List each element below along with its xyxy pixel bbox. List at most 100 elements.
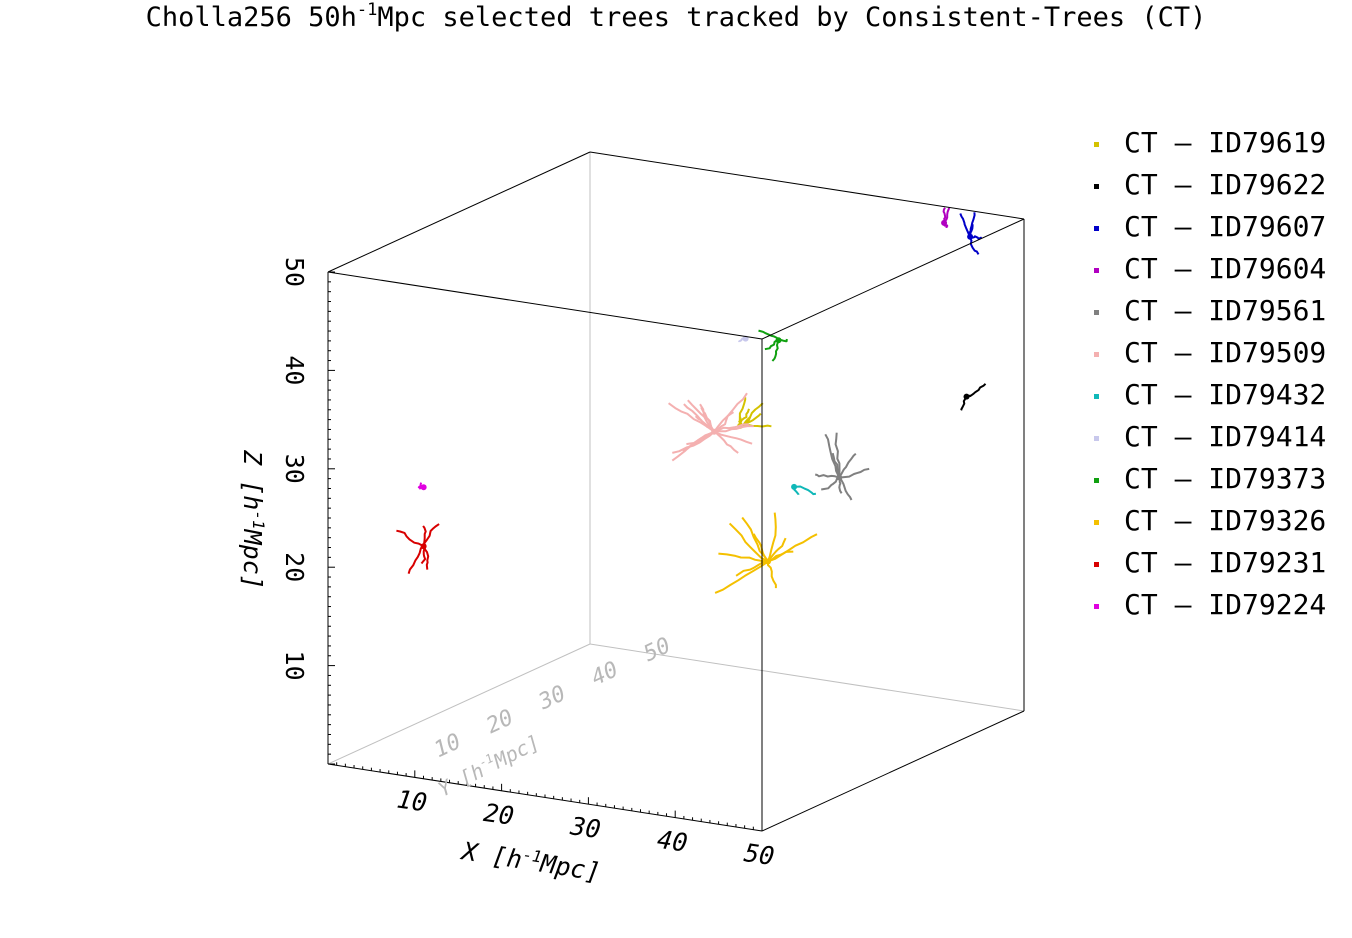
box-edge-8 [327, 151, 591, 273]
tree-branch [713, 423, 749, 433]
legend-item: CT – ID79373 [1090, 458, 1352, 498]
tree-branch [420, 545, 427, 565]
tree-branch [687, 399, 716, 433]
tree-branch [838, 476, 853, 501]
tree-branch [422, 545, 430, 570]
tree-branch [713, 430, 753, 445]
tree-branch [838, 477, 843, 494]
tree-branch [814, 473, 840, 479]
tree-branch [767, 537, 787, 563]
legend-label: CT – ID79326 [1124, 504, 1327, 537]
legend-item: CT – ID79432 [1090, 374, 1352, 414]
tree-branch [738, 397, 747, 426]
legend-marker [1094, 268, 1099, 273]
x-axis-title: X [h-1Mpc] [458, 835, 603, 887]
tree-branch [966, 383, 987, 398]
box-front-edges [327, 151, 1025, 832]
tree-79604 [941, 207, 951, 228]
tree-79622 [960, 383, 987, 411]
chart-title: Cholla256 50h-1Mpc selected trees tracke… [145, 0, 1207, 34]
legend-item: CT – ID79619 [1090, 122, 1352, 162]
legend-label: CT – ID79561 [1124, 294, 1327, 327]
tree-branch [969, 235, 982, 240]
x-tick-label: 30 [568, 811, 603, 844]
tree-branch [767, 533, 818, 563]
axis-ticks [327, 271, 763, 831]
z-tick-label: 50 [280, 257, 309, 287]
tree-branch [831, 452, 841, 478]
legend-marker [1094, 478, 1099, 483]
tree-branch [672, 430, 715, 454]
tree-branch [735, 560, 769, 577]
legend-marker [1094, 436, 1099, 441]
tree-branch [838, 452, 857, 479]
legend-label: CT – ID79604 [1124, 252, 1327, 285]
tree-branch [764, 339, 779, 351]
z-tick-label: 30 [280, 454, 309, 484]
legend-marker [1094, 226, 1099, 231]
tree-branch [839, 467, 870, 479]
tree-branch [714, 560, 769, 594]
tree-branch [682, 430, 715, 453]
tree-branch [718, 552, 769, 563]
tree-79432 [791, 483, 817, 496]
legend-marker [1094, 394, 1099, 399]
legend-item: CT – ID79561 [1090, 290, 1352, 330]
z-tick-label: 10 [280, 651, 309, 681]
legend-label: CT – ID79619 [1124, 126, 1327, 159]
box-edge-5 [327, 271, 763, 340]
tree-79561 [814, 432, 870, 501]
tree-branch [942, 207, 947, 224]
box-edge-1 [761, 710, 1025, 832]
x-tick-label: 40 [655, 825, 689, 858]
tree-branch [407, 545, 425, 574]
tree-branch [969, 212, 976, 237]
tree-branch [714, 425, 754, 433]
tree-branch [713, 430, 739, 454]
tree-branch [396, 529, 425, 548]
legend-label: CT – ID79231 [1124, 546, 1327, 579]
tree-79326 [714, 512, 818, 594]
x-tick-label: 10 [395, 785, 429, 818]
tree-79373 [758, 329, 788, 362]
tree-branch [834, 432, 841, 478]
y-tick-label: 20 [483, 705, 518, 739]
x-tick-label: 20 [482, 798, 516, 831]
tree-branch [771, 339, 780, 362]
tree-branch [767, 512, 777, 562]
axis-labels: 10 20 30 40 50 10 20 30 40 50 10 20 30 40 50 X [h-1Mpc]… [238, 257, 776, 887]
tree-branch [741, 516, 769, 563]
tree-branch [700, 406, 715, 433]
legend-marker [1094, 310, 1099, 315]
tree-branch [738, 336, 747, 343]
legend-marker [1094, 184, 1099, 189]
y-tick-label: 10 [430, 729, 465, 763]
z-tick-label: 40 [280, 355, 309, 385]
legend-item: CT – ID79414 [1090, 416, 1352, 456]
legend-item: CT – ID79607 [1090, 206, 1352, 246]
legend-label: CT – ID79414 [1124, 420, 1327, 453]
legend-item: CT – ID79231 [1090, 542, 1352, 582]
tree-branch [792, 486, 800, 496]
legend-label: CT – ID79509 [1124, 336, 1327, 369]
legend-marker [1094, 604, 1099, 609]
box-edge-6 [761, 218, 1025, 340]
legend-label: CT – ID79432 [1124, 378, 1327, 411]
tree-branch [713, 392, 748, 433]
legend-label: CT – ID79373 [1124, 462, 1327, 495]
tree-branch [417, 484, 425, 490]
y-tick-label: 40 [588, 657, 623, 691]
x-tick-label: 50 [742, 838, 776, 871]
tree-branch [728, 522, 769, 563]
tree-branch [943, 222, 949, 228]
legend-marker [1094, 562, 1099, 567]
z-axis-title: Z [h-1Mpc] [238, 449, 268, 590]
box-edge-7 [589, 151, 1025, 220]
legend-label: CT – ID79622 [1124, 168, 1327, 201]
tree-branch [969, 236, 980, 255]
tree-branch [959, 213, 972, 238]
y-tick-label: 50 [640, 633, 675, 667]
legend-item: CT – ID79622 [1090, 164, 1352, 204]
